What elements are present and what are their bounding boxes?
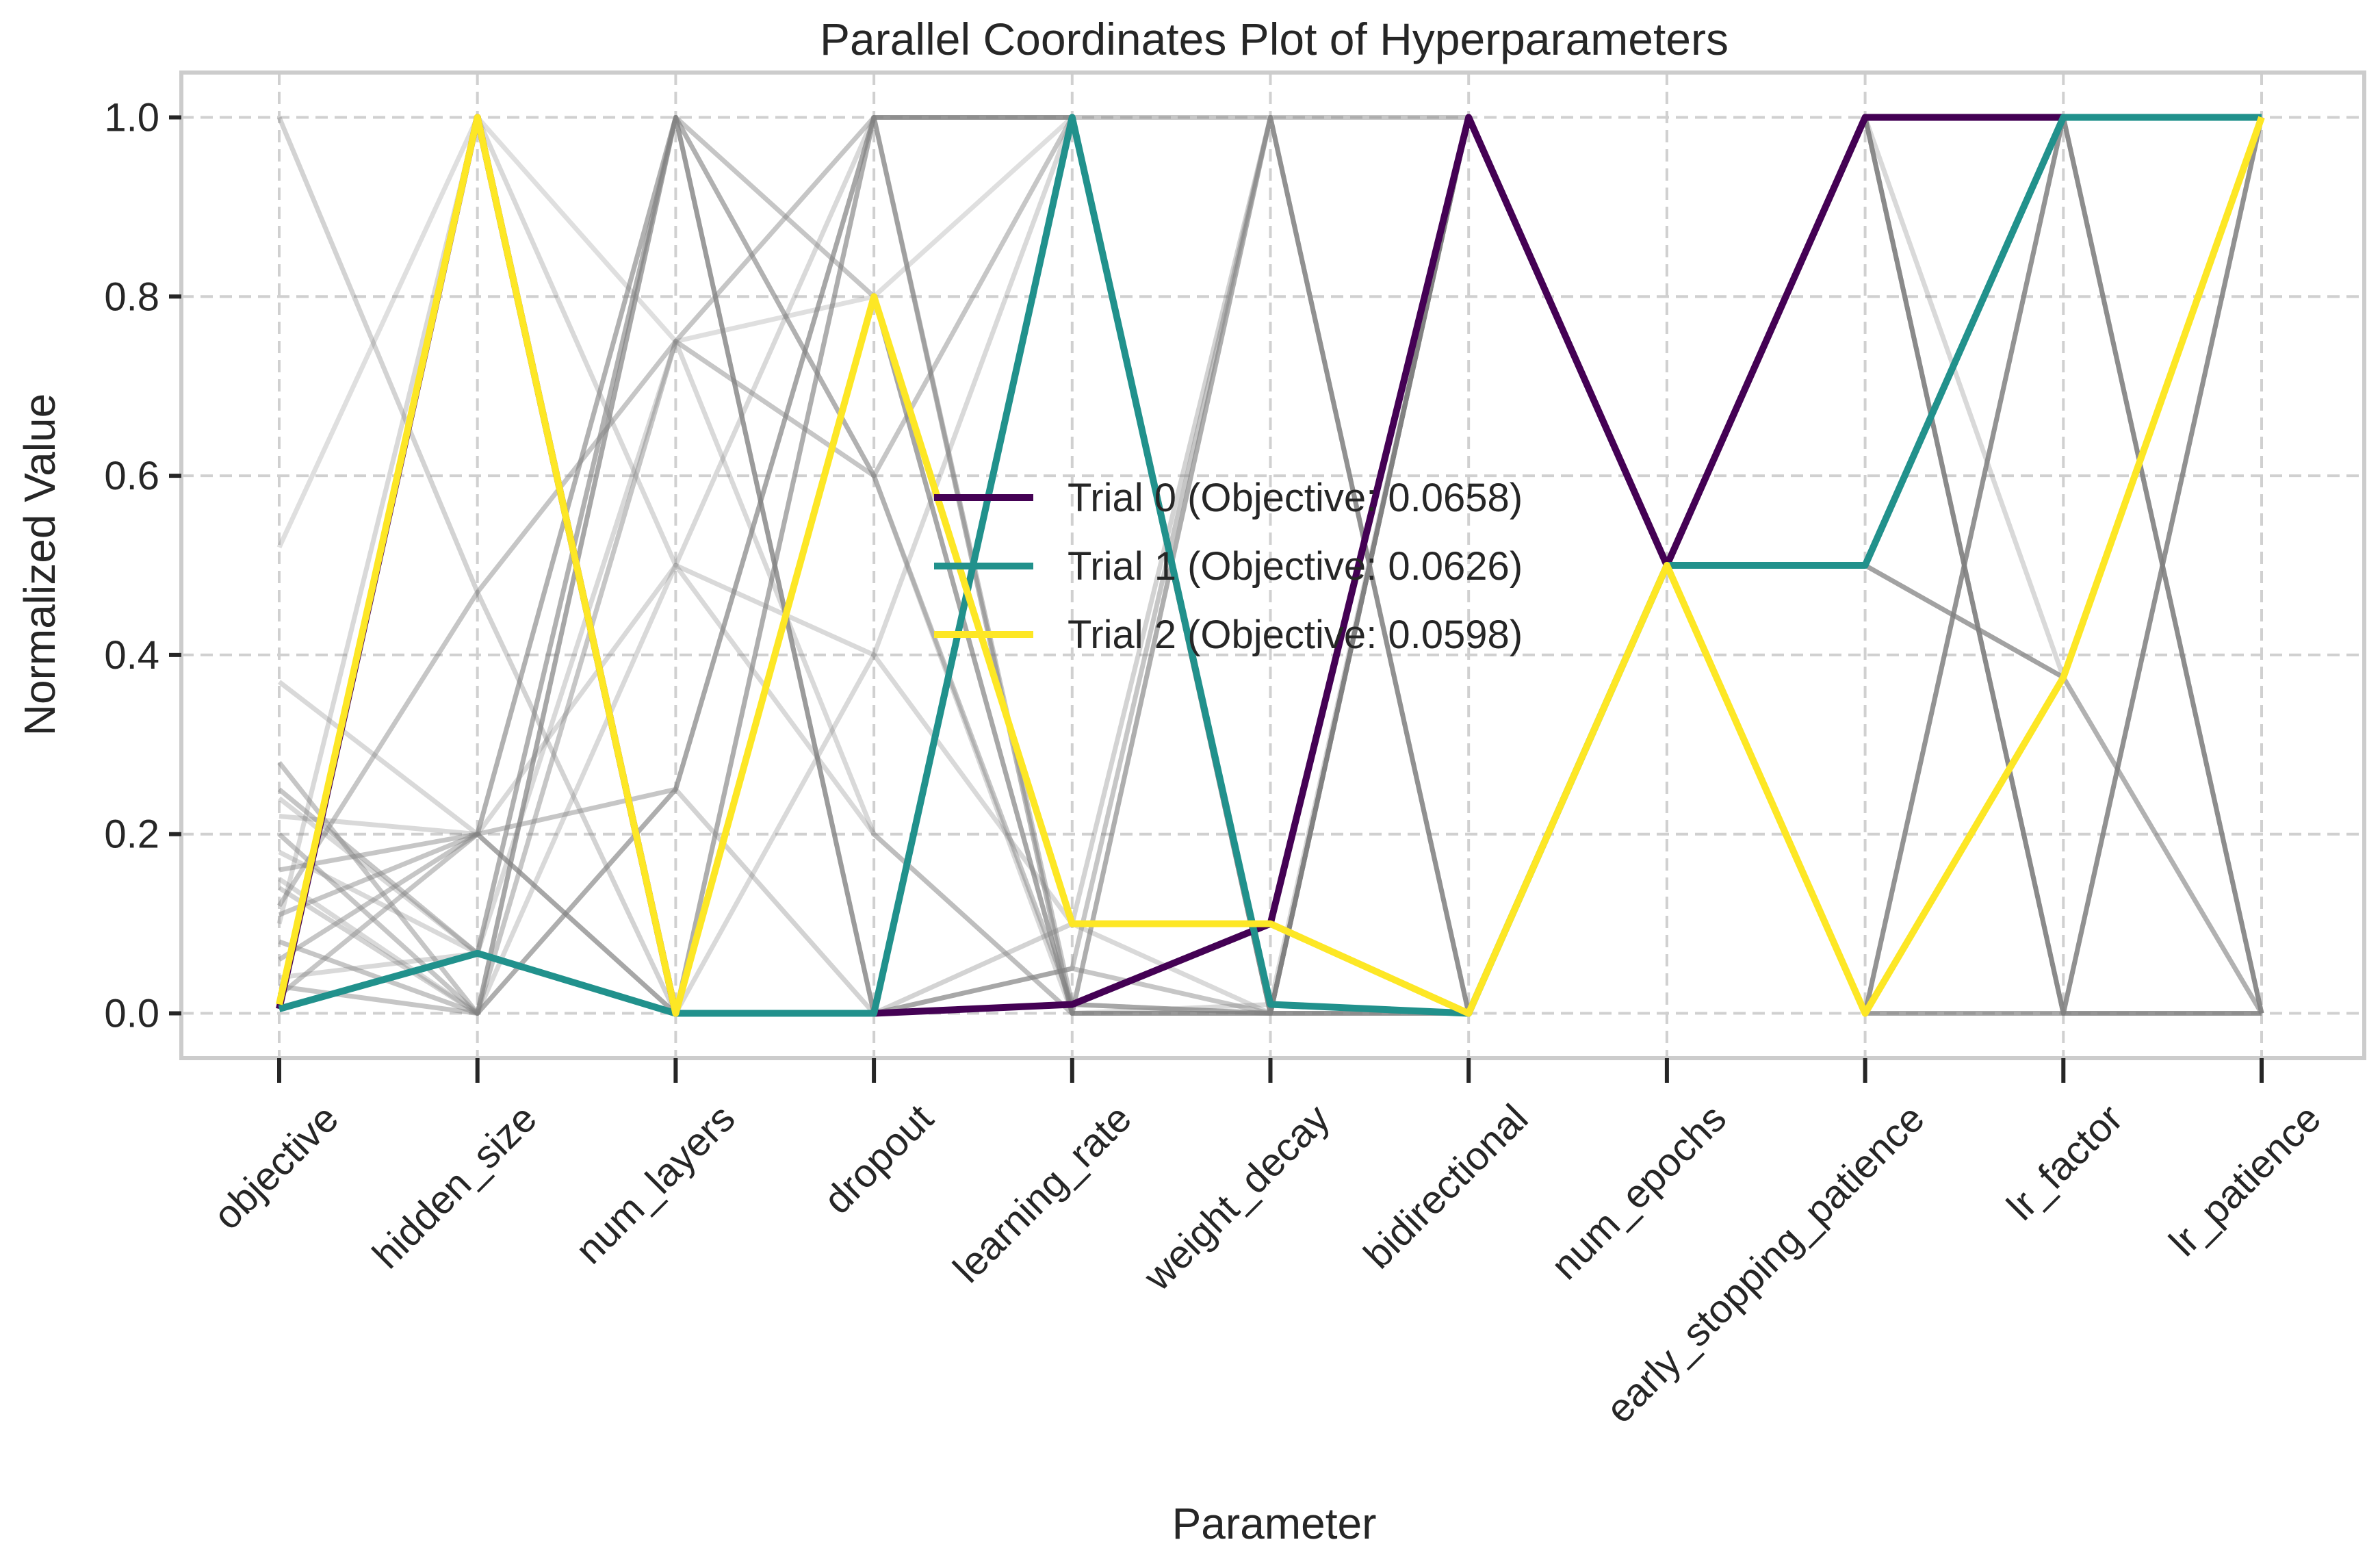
y-tick-label-1: 0.2 xyxy=(104,812,159,857)
legend-label-2: Trial 2 (Objective: 0.0598) xyxy=(1068,613,1523,657)
x-axis-label: Parameter xyxy=(1172,1499,1377,1548)
plot-frame xyxy=(179,70,2366,1060)
trial-1-line xyxy=(278,114,2262,1017)
background-trial-line-9 xyxy=(278,114,2264,1016)
x-tick-label-weight_decay: weight_decay xyxy=(1135,1096,1338,1299)
x-tick-label-dropout: dropout xyxy=(815,1096,942,1222)
x-tick-label-lr_factor: lr_factor xyxy=(1998,1096,2131,1229)
legend-label-1: Trial 1 (Objective: 0.0626) xyxy=(1068,544,1523,589)
x-tick-label-num_epochs: num_epochs xyxy=(1542,1096,1735,1288)
y-tick-label-4: 0.8 xyxy=(104,274,159,319)
legend: Trial 0 (Objective: 0.0658) Trial 1 (Obje… xyxy=(934,476,1523,657)
background-trial-line-2 xyxy=(277,114,2264,1016)
highlighted-trials xyxy=(276,114,2265,1017)
background-trial-line-12 xyxy=(278,114,2264,1016)
x-tick-label-hidden_size: hidden_size xyxy=(364,1096,545,1277)
legend-label-0: Trial 0 (Objective: 0.0658) xyxy=(1068,476,1523,520)
trial-2-line xyxy=(276,114,2265,1017)
background-trial-line-16 xyxy=(277,114,2262,1016)
y-tick-label-0: 0.0 xyxy=(104,992,159,1036)
y-axis-label: Normalized Value xyxy=(15,394,64,736)
background-trial-line-1 xyxy=(276,114,2264,1016)
x-tick-label-bidirectional: bidirectional xyxy=(1356,1096,1537,1277)
x-tick-label-lr_patience: lr_patience xyxy=(2161,1096,2330,1265)
y-tick-label-2: 0.4 xyxy=(104,633,159,678)
y-tick-label-5: 1.0 xyxy=(104,95,159,140)
chart-title: Parallel Coordinates Plot of Hyperparame… xyxy=(820,14,1729,64)
background-trial-line-8 xyxy=(279,114,2264,1016)
background-trial-line-5 xyxy=(279,114,2264,1016)
y-tick-label-3: 0.6 xyxy=(104,454,159,498)
grid-layer xyxy=(181,73,2364,1058)
x-tick-label-num_layers: num_layers xyxy=(567,1096,744,1272)
x-tick-label-learning_rate: learning_rate xyxy=(945,1096,1140,1291)
background-trial-line-6 xyxy=(277,114,2262,1016)
x-tick-label-objective: objective xyxy=(205,1096,347,1238)
x-tick-label-early_stopping_patience: early_stopping_patience xyxy=(1597,1096,1933,1432)
background-trial-line-4 xyxy=(277,114,2264,1016)
